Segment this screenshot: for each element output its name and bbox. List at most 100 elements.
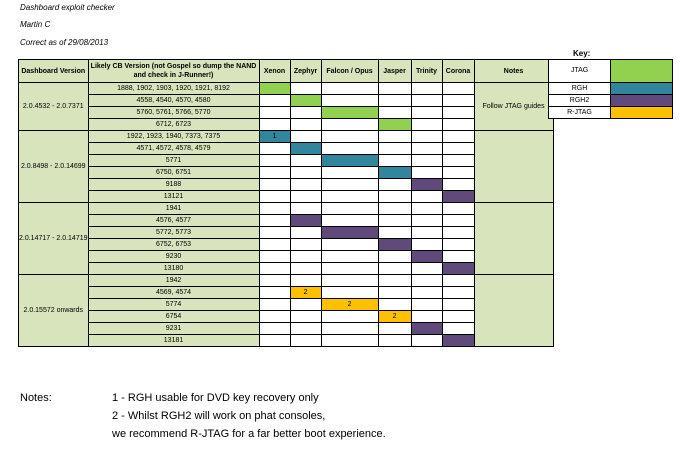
console-cell	[441, 310, 475, 323]
console-cell	[441, 178, 475, 191]
console-cell	[377, 82, 412, 95]
console-cell	[289, 298, 322, 311]
cb-version-cell: 13181	[87, 334, 260, 347]
console-cell	[289, 94, 322, 107]
console-cell	[258, 142, 291, 155]
console-cell	[289, 202, 322, 215]
dashboard-version-cell: 2.0.15572 onwards	[18, 274, 89, 347]
key-row-jtag: JTAG	[548, 59, 673, 83]
console-cell	[320, 226, 379, 239]
cb-version-cell: 1941	[87, 202, 260, 215]
key-swatch-rgh	[610, 82, 673, 95]
console-cell	[258, 238, 291, 251]
table-row: 6750, 6751	[19, 166, 554, 179]
table-row: 5760, 5761, 5766, 5770	[19, 106, 554, 119]
key-row-rjtag: R-JTAG	[548, 106, 673, 119]
table-row: 6752, 6753	[19, 238, 554, 251]
console-cell	[410, 226, 443, 239]
console-cell	[289, 118, 322, 131]
table-row: 5774 2	[19, 298, 554, 311]
console-cell	[289, 238, 322, 251]
dashboard-version-cell: 2.0.8498 - 2.0.14699	[18, 130, 89, 203]
console-cell	[258, 106, 291, 119]
console-cell	[320, 214, 379, 227]
console-cell	[289, 322, 322, 335]
console-cell	[410, 106, 443, 119]
cb-version-cell: 4576, 4577	[87, 214, 260, 227]
col-jasper-header: Jasper	[377, 59, 412, 83]
console-cell	[441, 334, 475, 347]
console-cell	[377, 250, 412, 263]
console-cell	[320, 178, 379, 191]
console-cell	[320, 154, 379, 167]
console-cell	[441, 142, 475, 155]
console-cell	[377, 226, 412, 239]
console-cell	[320, 94, 379, 107]
console-cell	[441, 190, 475, 203]
note-line-1: 1 - RGH usable for DVD key recovery only	[112, 392, 319, 404]
console-cell	[258, 262, 291, 275]
dashboard-version-cell: 2.0.14717 - 2.0.14719	[18, 202, 89, 275]
table-row: 2.0.15572 onwards 1942	[18, 274, 554, 347]
doc-date: Correct as of 29/08/2013	[20, 38, 109, 47]
notes-cell	[473, 274, 554, 347]
console-cell	[377, 130, 412, 143]
console-cell	[320, 118, 379, 131]
console-cell	[377, 334, 412, 347]
console-cell	[377, 94, 412, 107]
cb-version-cell: 5760, 5761, 5766, 5770	[87, 106, 260, 119]
cb-version-cell: 4571, 4572, 4578, 4579	[87, 142, 260, 155]
cb-version-cell: 5772, 5773	[87, 226, 260, 239]
exploit-table-body: Dashboard Version Likely CB Version (not…	[18, 59, 554, 347]
key-swatch-rjtag	[610, 106, 673, 119]
console-cell	[258, 298, 291, 311]
cb-version-cell: 9231	[87, 322, 260, 335]
console-cell	[258, 250, 291, 263]
console-cell	[320, 166, 379, 179]
cb-version-cell: 5771	[87, 154, 260, 167]
console-cell	[410, 190, 443, 203]
console-cell	[377, 202, 412, 215]
col-zephyr-header: Zephyr	[289, 59, 322, 83]
cb-version-cell: 5774	[87, 298, 260, 311]
cb-version-cell: 1922, 1923, 1940, 7373, 7375	[87, 130, 260, 143]
console-cell	[441, 238, 475, 251]
console-cell	[289, 82, 322, 95]
console-cell	[289, 142, 322, 155]
console-cell	[258, 82, 291, 95]
console-cell	[410, 142, 443, 155]
console-cell	[258, 334, 291, 347]
key-row-rgh: RGH	[548, 82, 673, 95]
console-cell	[258, 94, 291, 107]
console-cell	[441, 106, 475, 119]
table-row: 4576, 4577	[19, 214, 554, 227]
col-falcon-header: Falcon / Opus	[320, 59, 379, 83]
table-row: 6754 2	[19, 310, 554, 323]
console-cell	[410, 262, 443, 275]
console-cell	[377, 190, 412, 203]
cb-version-cell: 13180	[87, 262, 260, 275]
key-title: Key:	[573, 49, 591, 58]
console-cell	[289, 250, 322, 263]
console-cell	[258, 322, 291, 335]
console-cell	[289, 262, 322, 275]
console-cell	[410, 130, 443, 143]
console-cell	[410, 250, 443, 263]
cb-version-cell: 1888, 1902, 1903, 1920, 1921, 8192	[87, 82, 260, 95]
console-cell	[320, 286, 379, 299]
console-cell	[258, 214, 291, 227]
console-cell	[258, 118, 291, 131]
console-cell	[377, 166, 412, 179]
table-row: 9231	[19, 322, 554, 335]
col-cb-header: Likely CB Version (not Gospel so dump th…	[87, 59, 260, 83]
console-cell	[410, 274, 443, 287]
console-cell	[377, 118, 412, 131]
console-cell	[320, 202, 379, 215]
note-line-3: we recommend R-JTAG for a far better boo…	[112, 428, 386, 440]
table-row: 2.0.14717 - 2.0.14719 1941	[18, 202, 554, 275]
console-cell	[289, 310, 322, 323]
table-row: 6712, 6723	[19, 118, 554, 131]
key-swatch-rgh2	[610, 94, 673, 107]
console-cell	[410, 154, 443, 167]
console-cell: 2	[320, 298, 379, 311]
